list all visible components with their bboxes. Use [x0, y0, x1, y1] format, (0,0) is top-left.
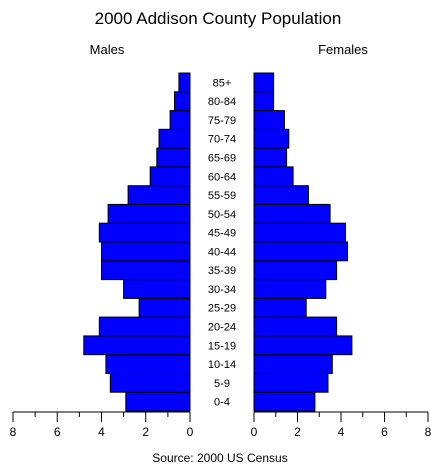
females-x-tick-label-4: 4 [338, 425, 345, 439]
females-label: Females [318, 42, 368, 57]
male-bar-55-59 [127, 185, 191, 205]
female-bar-20-24 [253, 316, 338, 337]
age-label-70-74: 70-74 [208, 134, 236, 146]
male-bar-70-74 [158, 128, 191, 149]
females-x-tick-label-2: 2 [294, 425, 301, 439]
males-x-axis: 8 6 4 2 0 [10, 411, 194, 439]
female-bar-80-84 [253, 91, 275, 112]
source-note: Source: 2000 US Census [152, 451, 287, 465]
male-bar-20-24 [98, 316, 191, 337]
female-bar-50-54 [253, 203, 331, 224]
male-bar-40-44 [101, 241, 191, 262]
male-bar-45-49 [98, 222, 191, 243]
males-x-tick-label-2: 2 [142, 425, 149, 439]
males-x-tick-label-4: 4 [98, 425, 105, 439]
female-bar-5-9 [253, 372, 329, 393]
female-bar-40-44 [253, 241, 348, 262]
age-label-80-84: 80-84 [208, 96, 236, 108]
males-x-tick-label-0: 0 [187, 425, 194, 439]
female-bar-85+ [253, 72, 275, 93]
male-bar-85+ [178, 72, 191, 93]
age-label-15-19: 15-19 [208, 340, 236, 352]
males-label: Males [90, 42, 125, 57]
female-bar-25-29 [253, 297, 307, 318]
age-label-60-64: 60-64 [208, 171, 236, 183]
female-bar-10-14 [253, 354, 333, 375]
male-bar-50-54 [107, 203, 191, 224]
chart-title: 2000 Addison County Population [95, 9, 342, 28]
female-bar-0-4 [253, 391, 316, 412]
female-bar-15-19 [253, 335, 353, 356]
female-bar-60-64 [253, 166, 294, 187]
age-label-30-34: 30-34 [208, 284, 236, 296]
male-bar-35-39 [101, 260, 191, 281]
age-label-45-49: 45-49 [208, 228, 236, 240]
age-label-35-39: 35-39 [208, 265, 236, 277]
female-bar-65-69 [253, 147, 288, 168]
age-label-25-29: 25-29 [208, 303, 236, 315]
male-bar-60-64 [149, 166, 191, 187]
age-label-85+: 85+ [213, 77, 232, 89]
males-bars [83, 72, 191, 412]
males-x-tick-label-6: 6 [54, 425, 61, 439]
female-bar-30-34 [253, 279, 327, 299]
female-bar-55-59 [253, 185, 309, 205]
females-x-tick-label-0: 0 [251, 425, 258, 439]
females-x-axis: 0 2 4 6 8 [251, 411, 431, 439]
age-label-55-59: 55-59 [208, 190, 236, 202]
male-bar-75-79 [169, 110, 191, 130]
age-label-5-9: 5-9 [214, 378, 230, 390]
age-label-50-54: 50-54 [208, 209, 236, 221]
male-bar-10-14 [105, 354, 191, 375]
age-label-20-24: 20-24 [208, 322, 236, 334]
male-bar-15-19 [83, 335, 191, 356]
males-x-tick-label-8: 8 [10, 425, 17, 439]
age-label-40-44: 40-44 [208, 246, 236, 258]
females-bars [253, 72, 353, 412]
age-label-75-79: 75-79 [208, 115, 236, 127]
male-bar-25-29 [138, 297, 191, 318]
age-label-65-69: 65-69 [208, 153, 236, 165]
females-x-tick-label-6: 6 [381, 425, 388, 439]
female-bar-35-39 [253, 260, 338, 281]
age-label-0-4: 0-4 [214, 397, 230, 409]
male-bar-80-84 [174, 91, 191, 112]
female-bar-45-49 [253, 222, 346, 243]
females-x-tick-label-8: 8 [425, 425, 431, 439]
male-bar-30-34 [123, 279, 191, 299]
male-bar-0-4 [125, 391, 191, 412]
age-group-labels: 0-4 5-9 10-14 15-19 20-24 25-29 30-34 35-39 40-4… [208, 77, 236, 408]
age-label-10-14: 10-14 [208, 359, 236, 371]
female-bar-70-74 [253, 128, 290, 149]
male-bar-65-69 [156, 147, 191, 168]
male-bar-5-9 [109, 372, 191, 393]
female-bar-75-79 [253, 110, 285, 130]
